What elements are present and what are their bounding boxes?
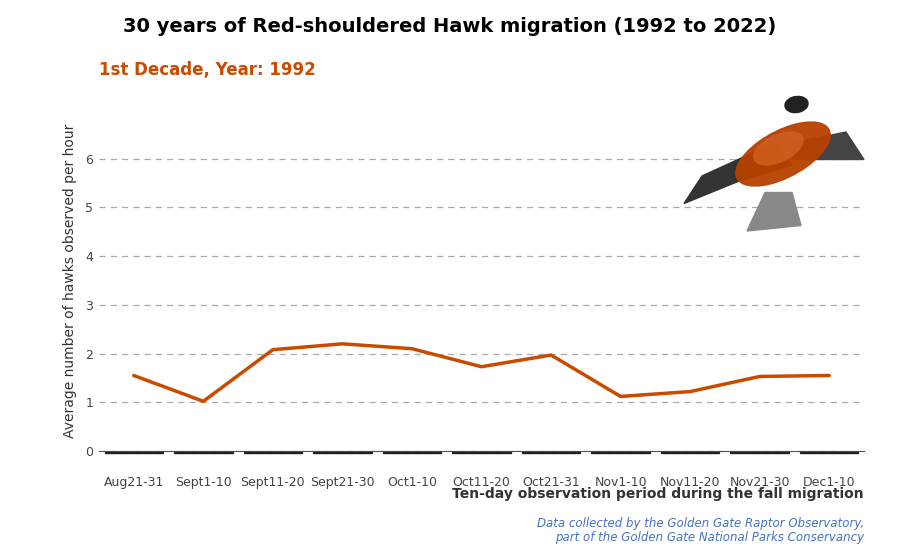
FancyBboxPatch shape	[591, 452, 650, 453]
Polygon shape	[747, 192, 801, 231]
Text: 30 years of Red-shouldered Hawk migration (1992 to 2022): 30 years of Red-shouldered Hawk migratio…	[123, 16, 777, 36]
Ellipse shape	[785, 96, 808, 113]
FancyBboxPatch shape	[313, 452, 372, 453]
FancyBboxPatch shape	[731, 452, 789, 453]
Ellipse shape	[754, 132, 803, 165]
Text: Data collected by the Golden Gate Raptor Observatory,: Data collected by the Golden Gate Raptor…	[536, 517, 864, 530]
FancyBboxPatch shape	[522, 452, 580, 453]
Text: 1st Decade, Year: 1992: 1st Decade, Year: 1992	[99, 60, 316, 79]
Text: Ten-day observation period during the fall migration: Ten-day observation period during the fa…	[453, 487, 864, 500]
FancyBboxPatch shape	[382, 452, 441, 453]
FancyBboxPatch shape	[661, 452, 719, 453]
FancyBboxPatch shape	[800, 452, 859, 453]
Text: part of the Golden Gate National Parks Conservancy: part of the Golden Gate National Parks C…	[555, 531, 864, 544]
Polygon shape	[684, 143, 792, 204]
Polygon shape	[792, 132, 864, 160]
FancyBboxPatch shape	[453, 452, 510, 453]
Ellipse shape	[736, 122, 830, 186]
Y-axis label: Average number of hawks observed per hour: Average number of hawks observed per hou…	[63, 123, 77, 438]
FancyBboxPatch shape	[174, 452, 232, 453]
FancyBboxPatch shape	[244, 452, 302, 453]
FancyBboxPatch shape	[104, 452, 163, 453]
